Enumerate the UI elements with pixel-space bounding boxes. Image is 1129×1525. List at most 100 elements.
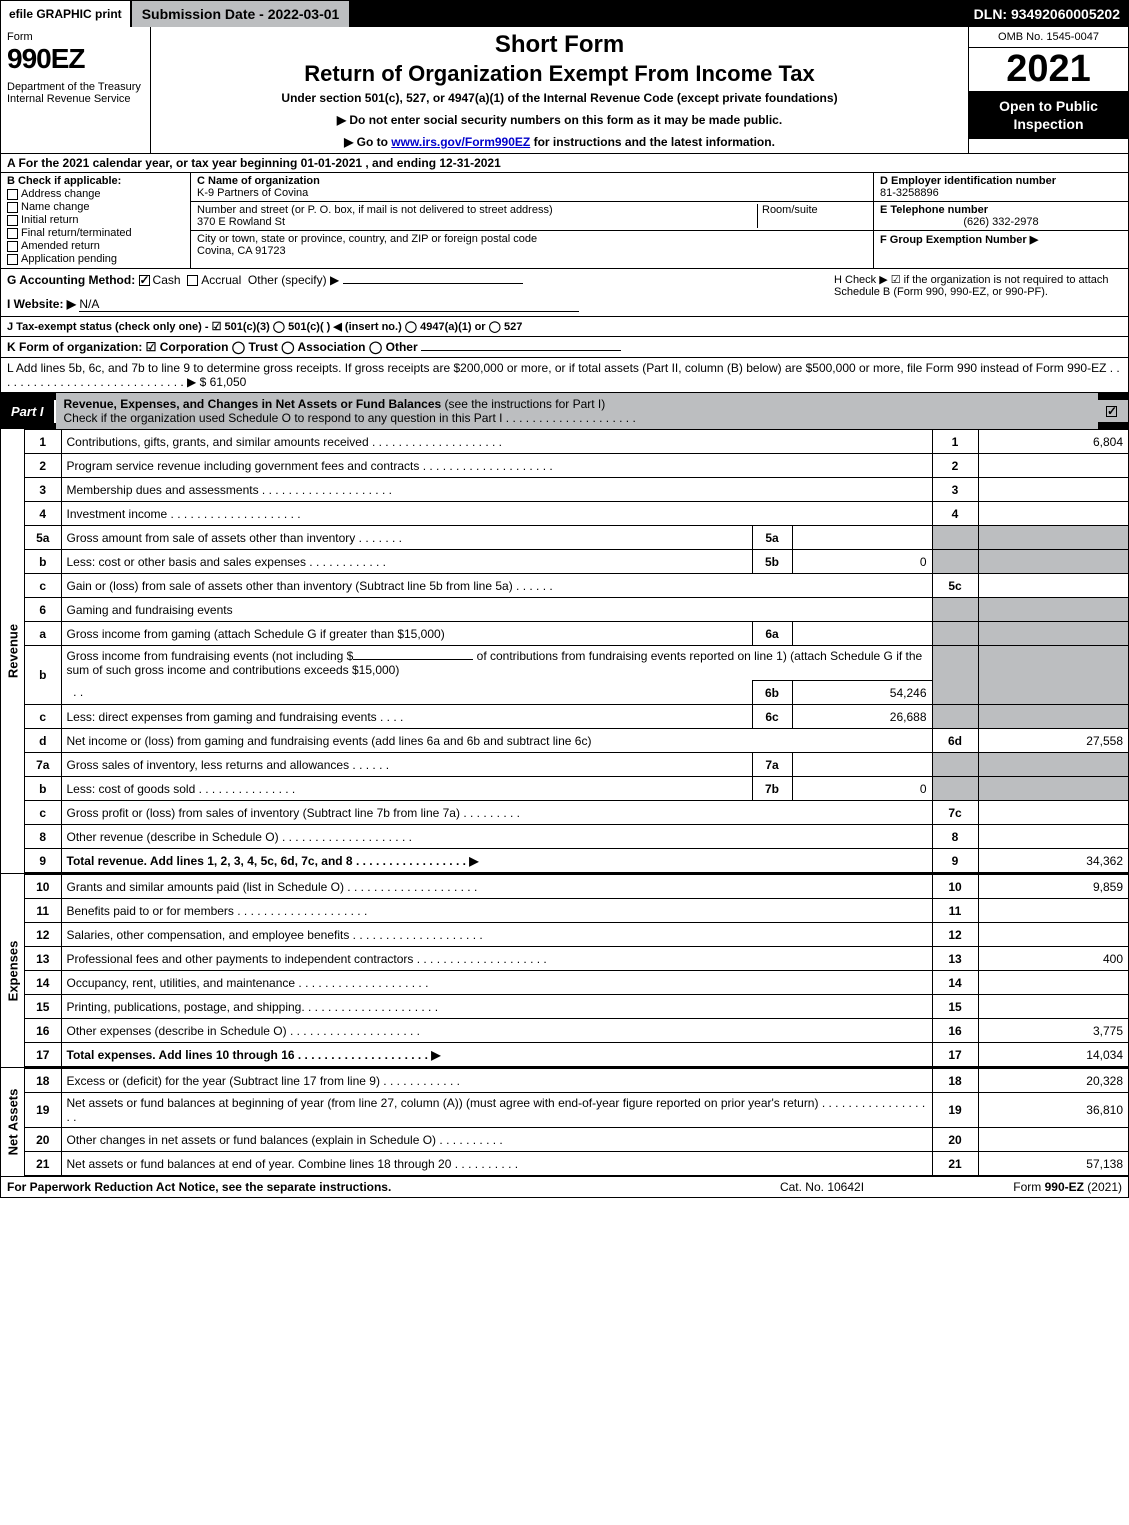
- g-accounting: G Accounting Method: Cash Accrual Other …: [7, 273, 822, 287]
- j-text: J Tax-exempt status (check only one) - ☑…: [7, 321, 522, 333]
- l-value: 61,050: [210, 375, 247, 389]
- org-name: K-9 Partners of Covina: [197, 187, 867, 199]
- row-a-text: A For the 2021 calendar year, or tax yea…: [7, 156, 501, 170]
- k-blank[interactable]: [421, 350, 621, 351]
- line-2: 2Program service revenue including gover…: [25, 454, 1128, 478]
- row-l: L Add lines 5b, 6c, and 7b to line 9 to …: [1, 358, 1128, 393]
- part-i-sub: Check if the organization used Schedule …: [64, 411, 636, 425]
- row-h: H Check ▶ ☑ if the organization is not r…: [828, 269, 1128, 316]
- title-short-form: Short Form: [157, 31, 962, 59]
- irs-link[interactable]: www.irs.gov/Form990EZ: [391, 135, 530, 149]
- page-footer: For Paperwork Reduction Act Notice, see …: [1, 1177, 1128, 1197]
- row-g-left: G Accounting Method: Cash Accrual Other …: [1, 269, 828, 316]
- line-3: 3Membership dues and assessments3: [25, 478, 1128, 502]
- row-j: J Tax-exempt status (check only one) - ☑…: [1, 317, 1128, 337]
- netassets-section: Net Assets 18Excess or (deficit) for the…: [1, 1068, 1128, 1177]
- line-16: 16Other expenses (describe in Schedule O…: [25, 1019, 1128, 1043]
- line-5c: cGain or (loss) from sale of assets othe…: [25, 574, 1128, 598]
- header-left: Form 990EZ Department of the Treasury In…: [1, 27, 151, 153]
- instruction-1: ▶ Do not enter social security numbers o…: [157, 113, 962, 127]
- c-name-label: C Name of organization: [197, 175, 867, 187]
- chk-cash[interactable]: [139, 275, 150, 286]
- line-4: 4Investment income4: [25, 502, 1128, 526]
- form-container: efile GRAPHIC print Submission Date - 20…: [0, 0, 1129, 1198]
- part-i-title-b: Revenue, Expenses, and Changes in Net As…: [64, 397, 442, 411]
- line-7a: 7aGross sales of inventory, less returns…: [25, 753, 1128, 777]
- d-ein: D Employer identification number 81-3258…: [874, 173, 1128, 202]
- expenses-section: Expenses 10Grants and similar amounts pa…: [1, 874, 1128, 1068]
- part-i-title: Revenue, Expenses, and Changes in Net As…: [56, 393, 1098, 429]
- line-5b: bLess: cost or other basis and sales exp…: [25, 550, 1128, 574]
- submission-date: Submission Date - 2022-03-01: [132, 1, 352, 27]
- line-19: 19Net assets or fund balances at beginni…: [25, 1093, 1128, 1128]
- g-other: Other (specify) ▶: [248, 273, 339, 287]
- footer-right: Form 990-EZ (2021): [922, 1180, 1122, 1194]
- f-group: F Group Exemption Number ▶: [874, 231, 1128, 248]
- phone-value: (626) 332-2978: [880, 216, 1122, 228]
- header-right: OMB No. 1545-0047 2021 Open to Public In…: [968, 27, 1128, 153]
- block-b-c-d: B Check if applicable: Address change Na…: [1, 173, 1128, 269]
- chk-amended[interactable]: Amended return: [7, 240, 184, 252]
- expenses-label: Expenses: [1, 874, 25, 1067]
- form-header: Form 990EZ Department of the Treasury In…: [1, 27, 1128, 154]
- line-21: 21Net assets or fund balances at end of …: [25, 1152, 1128, 1176]
- revenue-table: 1Contributions, gifts, grants, and simil…: [25, 429, 1128, 873]
- line-5a: 5aGross amount from sale of assets other…: [25, 526, 1128, 550]
- l-text: L Add lines 5b, 6c, and 7b to line 9 to …: [7, 361, 1120, 389]
- line-7b: bLess: cost of goods sold . . . . . . . …: [25, 777, 1128, 801]
- line-6c: cLess: direct expenses from gaming and f…: [25, 705, 1128, 729]
- b-label: B Check if applicable:: [7, 175, 184, 187]
- header-center: Short Form Return of Organization Exempt…: [151, 27, 968, 153]
- line-6a: aGross income from gaming (attach Schedu…: [25, 622, 1128, 646]
- org-street: 370 E Rowland St: [197, 216, 757, 228]
- col-d-e-f: D Employer identification number 81-3258…: [873, 173, 1128, 268]
- line-11: 11Benefits paid to or for members11: [25, 899, 1128, 923]
- chk-initial-return[interactable]: Initial return: [7, 214, 184, 226]
- row-k: K Form of organization: ☑ Corporation ◯ …: [1, 337, 1128, 358]
- d-label: D Employer identification number: [880, 175, 1122, 187]
- line-12: 12Salaries, other compensation, and empl…: [25, 923, 1128, 947]
- c-city-label: City or town, state or province, country…: [197, 233, 867, 245]
- under-section: Under section 501(c), 527, or 4947(a)(1)…: [157, 91, 962, 105]
- part-i-title-rest: (see the instructions for Part I): [441, 397, 605, 411]
- omb-number: OMB No. 1545-0047: [969, 27, 1128, 48]
- part-i-tag: Part I: [1, 400, 56, 423]
- line-17: 17Total expenses. Add lines 10 through 1…: [25, 1043, 1128, 1067]
- row-a-tax-year: A For the 2021 calendar year, or tax yea…: [1, 154, 1128, 173]
- line-6b: bGross income from fundraising events (n…: [25, 646, 1128, 681]
- tax-year: 2021: [969, 48, 1128, 91]
- i-website: I Website: ▶ N/A: [7, 297, 822, 312]
- chk-accrual[interactable]: [187, 275, 198, 286]
- c-name-row: C Name of organization K-9 Partners of C…: [191, 173, 873, 202]
- chk-final-return[interactable]: Final return/terminated: [7, 227, 184, 239]
- g-label: G Accounting Method:: [7, 273, 135, 287]
- e-phone: E Telephone number (626) 332-2978: [874, 202, 1128, 231]
- title-return: Return of Organization Exempt From Incom…: [157, 61, 962, 87]
- netassets-table: 18Excess or (deficit) for the year (Subt…: [25, 1068, 1128, 1176]
- org-city: Covina, CA 91723: [197, 245, 867, 257]
- chk-app-pending[interactable]: Application pending: [7, 253, 184, 265]
- c-street-label: Number and street (or P. O. box, if mail…: [197, 204, 757, 216]
- revenue-section: Revenue 1Contributions, gifts, grants, a…: [1, 429, 1128, 874]
- chk-address-change[interactable]: Address change: [7, 188, 184, 200]
- netassets-label: Net Assets: [1, 1068, 25, 1176]
- open-to-public: Open to Public Inspection: [969, 91, 1128, 139]
- i-label: I Website: ▶: [7, 297, 76, 311]
- chk-name-change[interactable]: Name change: [7, 201, 184, 213]
- line-15: 15Printing, publications, postage, and s…: [25, 995, 1128, 1019]
- inst2-post: for instructions and the latest informat…: [530, 135, 775, 149]
- g-other-blank[interactable]: [343, 283, 523, 284]
- line-9: 9Total revenue. Add lines 1, 2, 3, 4, 5c…: [25, 849, 1128, 873]
- website-value: N/A: [79, 297, 579, 312]
- e-label: E Telephone number: [880, 204, 1122, 216]
- line-18: 18Excess or (deficit) for the year (Subt…: [25, 1069, 1128, 1093]
- c-city-row: City or town, state or province, country…: [191, 231, 873, 259]
- instruction-2: ▶ Go to www.irs.gov/Form990EZ for instru…: [157, 135, 962, 149]
- form-label: Form: [7, 31, 144, 43]
- line-6: 6Gaming and fundraising events: [25, 598, 1128, 622]
- h-text: H Check ▶ ☑ if the organization is not r…: [834, 274, 1109, 298]
- part-i-check[interactable]: [1098, 400, 1128, 422]
- inst2-pre: ▶ Go to: [344, 135, 391, 149]
- form-number: 990EZ: [7, 43, 144, 75]
- room-label: Room/suite: [762, 204, 867, 216]
